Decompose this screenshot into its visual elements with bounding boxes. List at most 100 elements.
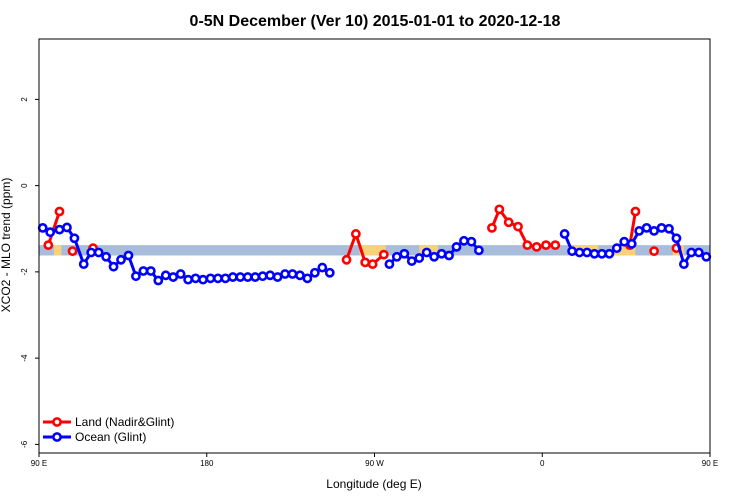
data-point	[183, 274, 194, 285]
data-point	[429, 251, 440, 262]
data-point	[487, 222, 497, 233]
data-point	[679, 259, 689, 270]
data-point	[145, 266, 156, 276]
data-point	[596, 248, 607, 259]
data-point	[101, 251, 111, 262]
data-point	[664, 223, 674, 234]
data-point	[205, 273, 216, 284]
data-point	[131, 271, 141, 282]
data-point	[45, 227, 56, 238]
data-point	[550, 240, 561, 251]
series-ocean	[37, 222, 712, 286]
data-point	[78, 259, 89, 270]
data-point	[634, 226, 645, 236]
data-point	[350, 229, 361, 239]
legend-entry: Land (Nadir&Glint)	[43, 415, 174, 429]
data-point	[160, 270, 171, 281]
x-tick-label: 180	[200, 459, 214, 468]
x-tick-label: 0	[540, 459, 545, 468]
legend-label: Land (Nadir&Glint)	[75, 415, 174, 429]
data-point	[168, 272, 179, 282]
legend-marker	[52, 417, 62, 427]
data-point	[43, 240, 54, 251]
data-point	[341, 254, 352, 265]
data-point	[287, 269, 298, 279]
data-point	[406, 256, 417, 266]
data-point	[69, 233, 80, 244]
data-point	[324, 267, 335, 278]
data-point	[582, 247, 592, 258]
x-axis-label: Longitude (deg E)	[326, 477, 421, 491]
data-point	[436, 248, 447, 259]
data-point	[220, 273, 231, 284]
data-point	[473, 245, 484, 256]
data-point	[559, 229, 570, 239]
y-tick-label: -4	[20, 354, 29, 362]
data-point	[414, 253, 425, 263]
data-point	[399, 248, 410, 259]
data-point	[265, 270, 276, 281]
data-point	[451, 241, 462, 252]
data-point	[257, 271, 268, 282]
data-point	[574, 247, 585, 258]
y-axis: 2 0 -2 -4 -6	[20, 97, 39, 448]
data-point	[198, 274, 208, 285]
data-point	[693, 247, 704, 258]
data-point	[54, 224, 65, 235]
data-point	[686, 247, 697, 258]
data-point	[123, 250, 134, 261]
legend-marker	[52, 432, 62, 442]
data-point	[153, 275, 164, 286]
data-point	[619, 236, 630, 247]
data-point	[513, 221, 523, 232]
data-point	[701, 251, 712, 262]
data-point	[317, 262, 328, 273]
data-point	[444, 250, 454, 261]
data-point	[378, 249, 389, 260]
x-tick-label: 90 E	[702, 459, 718, 468]
data-point	[93, 247, 104, 258]
data-point	[466, 236, 477, 247]
data-point	[190, 273, 201, 284]
data-point	[280, 269, 290, 279]
legend-label: Ocean (Glint)	[75, 430, 146, 444]
data-point	[309, 267, 320, 278]
data-point	[604, 248, 615, 259]
data-point	[522, 240, 533, 251]
data-point	[567, 246, 577, 257]
data-point	[360, 257, 371, 268]
data-point	[589, 248, 600, 259]
data-point	[494, 204, 505, 215]
data-point	[250, 272, 261, 282]
data-point	[367, 259, 378, 270]
x-tick-label: 90 E	[31, 459, 47, 468]
data-point	[531, 241, 542, 252]
legend-entry: Ocean (Glint)	[43, 430, 146, 444]
y-tick-label: -2	[20, 268, 29, 276]
data-point	[503, 217, 514, 228]
data-point	[671, 233, 682, 244]
data-point	[62, 222, 72, 233]
data-point	[630, 206, 641, 217]
data-point	[235, 272, 246, 282]
y-tick-label: 2	[20, 97, 29, 102]
x-axis: 90 E 180 90 W 0 90 E	[31, 453, 718, 468]
data-point	[649, 246, 659, 257]
data-point	[175, 269, 186, 279]
data-point	[54, 206, 65, 217]
data-point	[227, 272, 238, 282]
data-point	[67, 246, 78, 257]
band-land	[613, 245, 636, 256]
data-point	[242, 272, 253, 282]
data-point	[421, 247, 432, 258]
data-point	[656, 222, 667, 233]
data-point	[138, 266, 149, 276]
y-axis-label: XCO2 - MLO trend (ppm)	[0, 178, 13, 313]
data-point	[541, 240, 551, 251]
series-layer	[37, 204, 712, 286]
band-land	[359, 245, 386, 256]
data-point	[626, 238, 637, 249]
chart-title: 0-5N December (Ver 10) 2015-01-01 to 202…	[190, 13, 561, 30]
data-point	[391, 251, 402, 262]
